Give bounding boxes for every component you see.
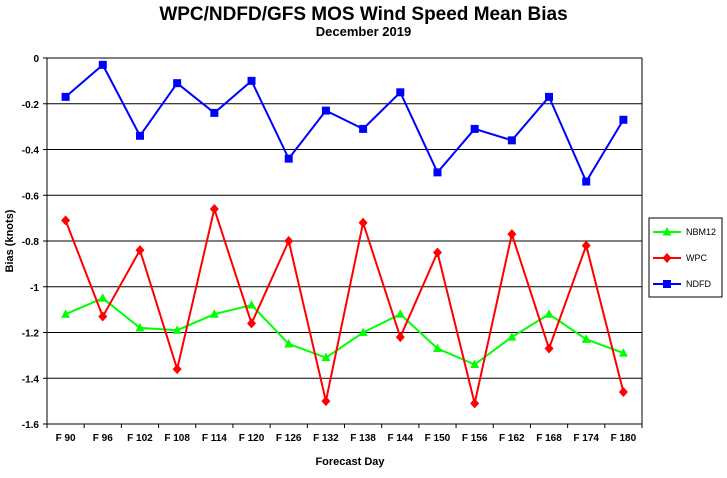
x-tick-label: F 138 bbox=[350, 433, 376, 444]
y-tick-label: -0.4 bbox=[22, 146, 40, 157]
y-tick-label: -1.2 bbox=[22, 329, 40, 340]
series-wpc bbox=[61, 203, 628, 409]
data-point-nbm12 bbox=[284, 338, 294, 348]
data-point-ndfd bbox=[396, 88, 405, 97]
series-layer bbox=[61, 60, 628, 409]
x-tick-label: F 96 bbox=[93, 433, 113, 444]
series-line-ndfd bbox=[64, 63, 625, 184]
y-tick-label: -0.6 bbox=[22, 191, 40, 202]
axes bbox=[43, 57, 643, 428]
x-tick-label: F 120 bbox=[239, 433, 265, 444]
data-point-nbm12 bbox=[321, 352, 331, 362]
data-point-wpc bbox=[172, 364, 182, 375]
y-tick-label: -1 bbox=[30, 283, 39, 294]
data-point-ndfd bbox=[173, 79, 182, 88]
legend-label: WPC bbox=[686, 253, 707, 263]
data-point-nbm12 bbox=[61, 309, 71, 318]
data-point-nbm12 bbox=[395, 309, 405, 318]
data-point-nbm12 bbox=[247, 300, 257, 309]
legend-marker bbox=[662, 227, 672, 236]
legend-item-nbm12: NBM12 bbox=[653, 227, 716, 237]
y-tick-label: -1.6 bbox=[22, 420, 40, 431]
data-point-ndfd bbox=[61, 92, 70, 101]
x-tick-label: F 102 bbox=[127, 433, 153, 444]
chart-subtitle: December 2019 bbox=[315, 24, 412, 39]
data-point-nbm12 bbox=[618, 348, 628, 357]
legend-label: NDFD bbox=[686, 279, 711, 289]
data-point-ndfd bbox=[619, 115, 628, 124]
data-point-wpc bbox=[209, 203, 219, 214]
data-point-nbm12 bbox=[470, 359, 480, 369]
data-point-wpc bbox=[61, 215, 71, 226]
x-tick-label: F 114 bbox=[202, 433, 227, 444]
x-tick-label: F 180 bbox=[611, 433, 637, 444]
data-point-nbm12 bbox=[172, 325, 182, 334]
series-line-wpc bbox=[64, 205, 625, 404]
legend: NBM12 WPC NDFD bbox=[648, 217, 723, 298]
y-tick-label: -0.8 bbox=[22, 237, 40, 248]
data-point-ndfd bbox=[98, 60, 107, 69]
x-tick-label: F 174 bbox=[573, 433, 599, 444]
data-point-nbm12 bbox=[544, 309, 554, 318]
x-tick-label: F 168 bbox=[536, 433, 562, 444]
data-point-nbm12 bbox=[432, 343, 442, 353]
data-point-nbm12 bbox=[98, 293, 108, 302]
legend-item-wpc: WPC bbox=[653, 253, 707, 263]
data-point-ndfd bbox=[582, 177, 591, 186]
x-tick-label: F 162 bbox=[499, 433, 525, 444]
data-point-ndfd bbox=[247, 76, 256, 85]
series-ndfd bbox=[61, 60, 628, 186]
data-point-wpc bbox=[135, 245, 145, 256]
chart-title: WPC/NDFD/GFS MOS Wind Speed Mean Bias bbox=[159, 4, 568, 25]
x-tick-label: F 126 bbox=[276, 433, 302, 444]
data-point-wpc bbox=[470, 398, 480, 409]
data-point-wpc bbox=[618, 386, 628, 397]
data-point-nbm12 bbox=[581, 334, 591, 343]
data-point-ndfd bbox=[321, 106, 330, 115]
x-tick-label: F 144 bbox=[387, 433, 413, 444]
data-point-ndfd bbox=[545, 92, 554, 101]
data-point-ndfd bbox=[507, 136, 516, 145]
data-point-wpc bbox=[507, 229, 517, 240]
y-tick-label: 0 bbox=[33, 54, 39, 65]
data-point-ndfd bbox=[470, 124, 479, 133]
y-tick-label: -0.2 bbox=[22, 100, 40, 111]
data-point-nbm12 bbox=[358, 327, 368, 336]
data-point-ndfd bbox=[359, 124, 368, 133]
data-point-wpc bbox=[358, 217, 368, 228]
y-tick-label: -1.4 bbox=[22, 374, 40, 385]
data-point-ndfd bbox=[284, 154, 293, 163]
data-point-wpc bbox=[321, 396, 331, 407]
data-point-wpc bbox=[432, 247, 442, 258]
data-point-wpc bbox=[247, 318, 257, 329]
legend-label: NBM12 bbox=[686, 227, 716, 237]
x-axis-label: Forecast Day bbox=[315, 456, 385, 468]
legend-marker bbox=[662, 253, 672, 263]
data-point-nbm12 bbox=[507, 332, 517, 341]
data-point-wpc bbox=[98, 311, 108, 322]
x-tick-label: F 132 bbox=[313, 433, 339, 444]
data-point-wpc bbox=[284, 236, 294, 246]
x-tick-label: F 90 bbox=[56, 433, 76, 444]
y-tick-labels: 0 -0.2 -0.4 -0.6 -0.8 -1 -1.2 -1.4 -1.6 bbox=[22, 54, 40, 431]
data-point-wpc bbox=[544, 343, 554, 354]
data-point-nbm12 bbox=[135, 322, 145, 332]
data-point-wpc bbox=[581, 240, 591, 251]
y-axis-label: Bias (knots) bbox=[4, 209, 16, 272]
data-point-nbm12 bbox=[209, 309, 219, 318]
legend-item-ndfd: NDFD bbox=[653, 279, 711, 289]
data-point-wpc bbox=[395, 332, 405, 343]
data-point-ndfd bbox=[135, 131, 144, 140]
data-point-ndfd bbox=[433, 168, 442, 177]
x-tick-labels: F 90 F 96 F 102 F 108 F 114 F 120 F 126 F 132 F … bbox=[56, 433, 637, 444]
x-tick-label: F 150 bbox=[425, 433, 451, 444]
legend-marker bbox=[663, 280, 671, 288]
data-point-ndfd bbox=[210, 108, 219, 117]
x-tick-label: F 108 bbox=[164, 433, 190, 444]
series-nbm12 bbox=[61, 293, 628, 369]
x-tick-label: F 156 bbox=[462, 433, 488, 444]
series-line-nbm12 bbox=[65, 297, 624, 366]
